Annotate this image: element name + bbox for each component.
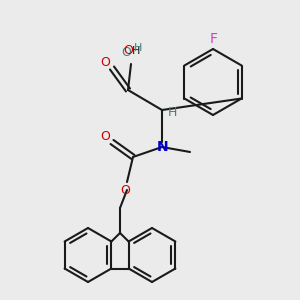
Text: O: O (100, 130, 110, 143)
Text: O: O (121, 46, 131, 59)
Text: H: H (132, 46, 140, 56)
Text: H: H (167, 106, 177, 119)
Text: F: F (210, 32, 218, 46)
Text: H: H (134, 43, 142, 53)
Text: N: N (157, 140, 169, 154)
Text: O: O (123, 44, 133, 58)
Text: O: O (120, 184, 130, 196)
Text: O: O (100, 56, 110, 70)
